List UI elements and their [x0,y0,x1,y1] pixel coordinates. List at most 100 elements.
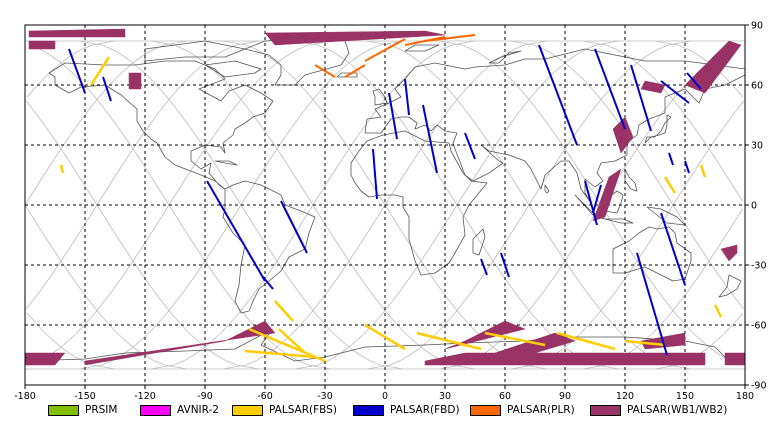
fbd-track [636,252,668,356]
y-tick-label: 30 [751,141,763,152]
legend-item-fbs: PALSAR(FBS) [232,403,337,417]
wb-swath [264,30,446,46]
fbs-track [699,164,707,178]
x-tick-label: -60 [257,391,273,402]
fbs-track [59,164,65,174]
plr-track [424,34,476,42]
fbd-track [538,44,578,146]
y-tick-label: -30 [751,261,767,272]
landmass-europe-asia [364,48,746,204]
landmass-iceland [336,72,358,78]
legend-label-avnir2: AVNIR-2 [177,404,219,416]
fbs-track [556,331,616,351]
fbd-track [262,276,274,290]
legend-item-plr: PALSAR(PLR) [470,403,575,417]
orbit-path [582,40,743,202]
orbit-path [510,100,745,370]
landmass-africa [350,130,488,276]
legend-item-prism: PRSIM [48,403,117,417]
y-tick-label: 90 [751,21,763,32]
orbit-path [25,40,260,310]
wb-swath [28,28,126,38]
orbit-path [24,204,188,370]
legend-label-fbs: PALSAR(FBS) [269,404,337,416]
landmass-madagascar [472,228,486,256]
y-tick-label: 0 [751,201,757,212]
fbs-track [624,339,666,347]
legend-swatch-fbs [232,404,263,416]
fbd-track [668,152,674,166]
wb-swath [128,72,142,90]
legend-label-plr: PALSAR(PLR) [507,404,575,416]
fbd-track [594,48,626,130]
landmass-novaya-zemlya [488,50,522,64]
fbs-track [89,56,111,86]
fbd-track [592,184,602,214]
y-tick-label: -90 [751,381,767,392]
observation-tracks [24,28,746,366]
x-tick-label: -30 [317,391,333,402]
legend: PRSIM AVNIR-2 PALSAR(FBS) PALSAR(FBD) PA… [0,400,770,422]
fbd-track [684,160,690,174]
x-tick-label: 60 [499,391,511,402]
y-tick-label: 60 [751,81,763,92]
x-tick-label: -180 [14,391,36,402]
plr-track [314,64,336,78]
wb-swath [720,244,738,262]
x-tick-label: 30 [439,391,451,402]
fbd-track [584,180,598,226]
fbd-track [206,180,266,282]
plr-track [344,64,366,78]
fbd-track [372,148,378,200]
landmass-japan [644,114,672,144]
fbd-track [422,104,438,174]
orbit-path [25,100,260,370]
x-tick-label: 90 [559,391,571,402]
fbs-track [364,323,406,351]
landmass-sri-lanka [544,184,550,194]
legend-swatch-plr [470,404,501,416]
fbd-track [500,252,510,278]
fbd-track [102,76,112,102]
plr-track [364,38,406,62]
landmass-svalbard [404,44,440,52]
wb-swath [424,352,706,366]
fbd-track [68,48,86,94]
landmass-uk [372,88,388,106]
wb-swath [84,320,276,366]
landmass-australia [612,226,692,282]
orbit-path [26,312,116,370]
x-tick-label: -120 [134,391,156,402]
fbs-track [484,331,546,347]
orbit-path [510,40,745,310]
legend-label-fbd: PALSAR(FBD) [390,404,460,416]
legend-swatch-fbd [353,404,384,416]
orbit-path [26,40,116,98]
wb-swath [28,40,56,50]
wb-swath [444,320,526,350]
orbit-path [24,40,188,206]
fbs-track [244,349,316,359]
fbd-track [388,92,398,140]
legend-item-fbd: PALSAR(FBD) [353,403,460,417]
landmass-baffin [204,60,262,78]
landmass-north-america [48,60,274,190]
x-tick-label: 150 [676,391,694,402]
fbd-track [660,80,690,104]
fbs-track [278,328,306,354]
wb-swath [612,116,634,154]
legend-item-wb: PALSAR(WB1/WB2) [590,403,727,417]
y-tick-label: -60 [751,321,767,332]
fbd-track [404,78,410,116]
legend-swatch-wb [590,404,621,416]
legend-swatch-prism [48,404,79,416]
legend-swatch-avnir2 [140,404,171,416]
orbit-path [29,44,332,370]
wb-swath [724,352,746,366]
fbd-track [280,200,308,254]
fbs-track [713,304,723,318]
fbd-track [480,258,488,276]
wb-swath [640,80,666,94]
orbit-path [29,40,332,366]
